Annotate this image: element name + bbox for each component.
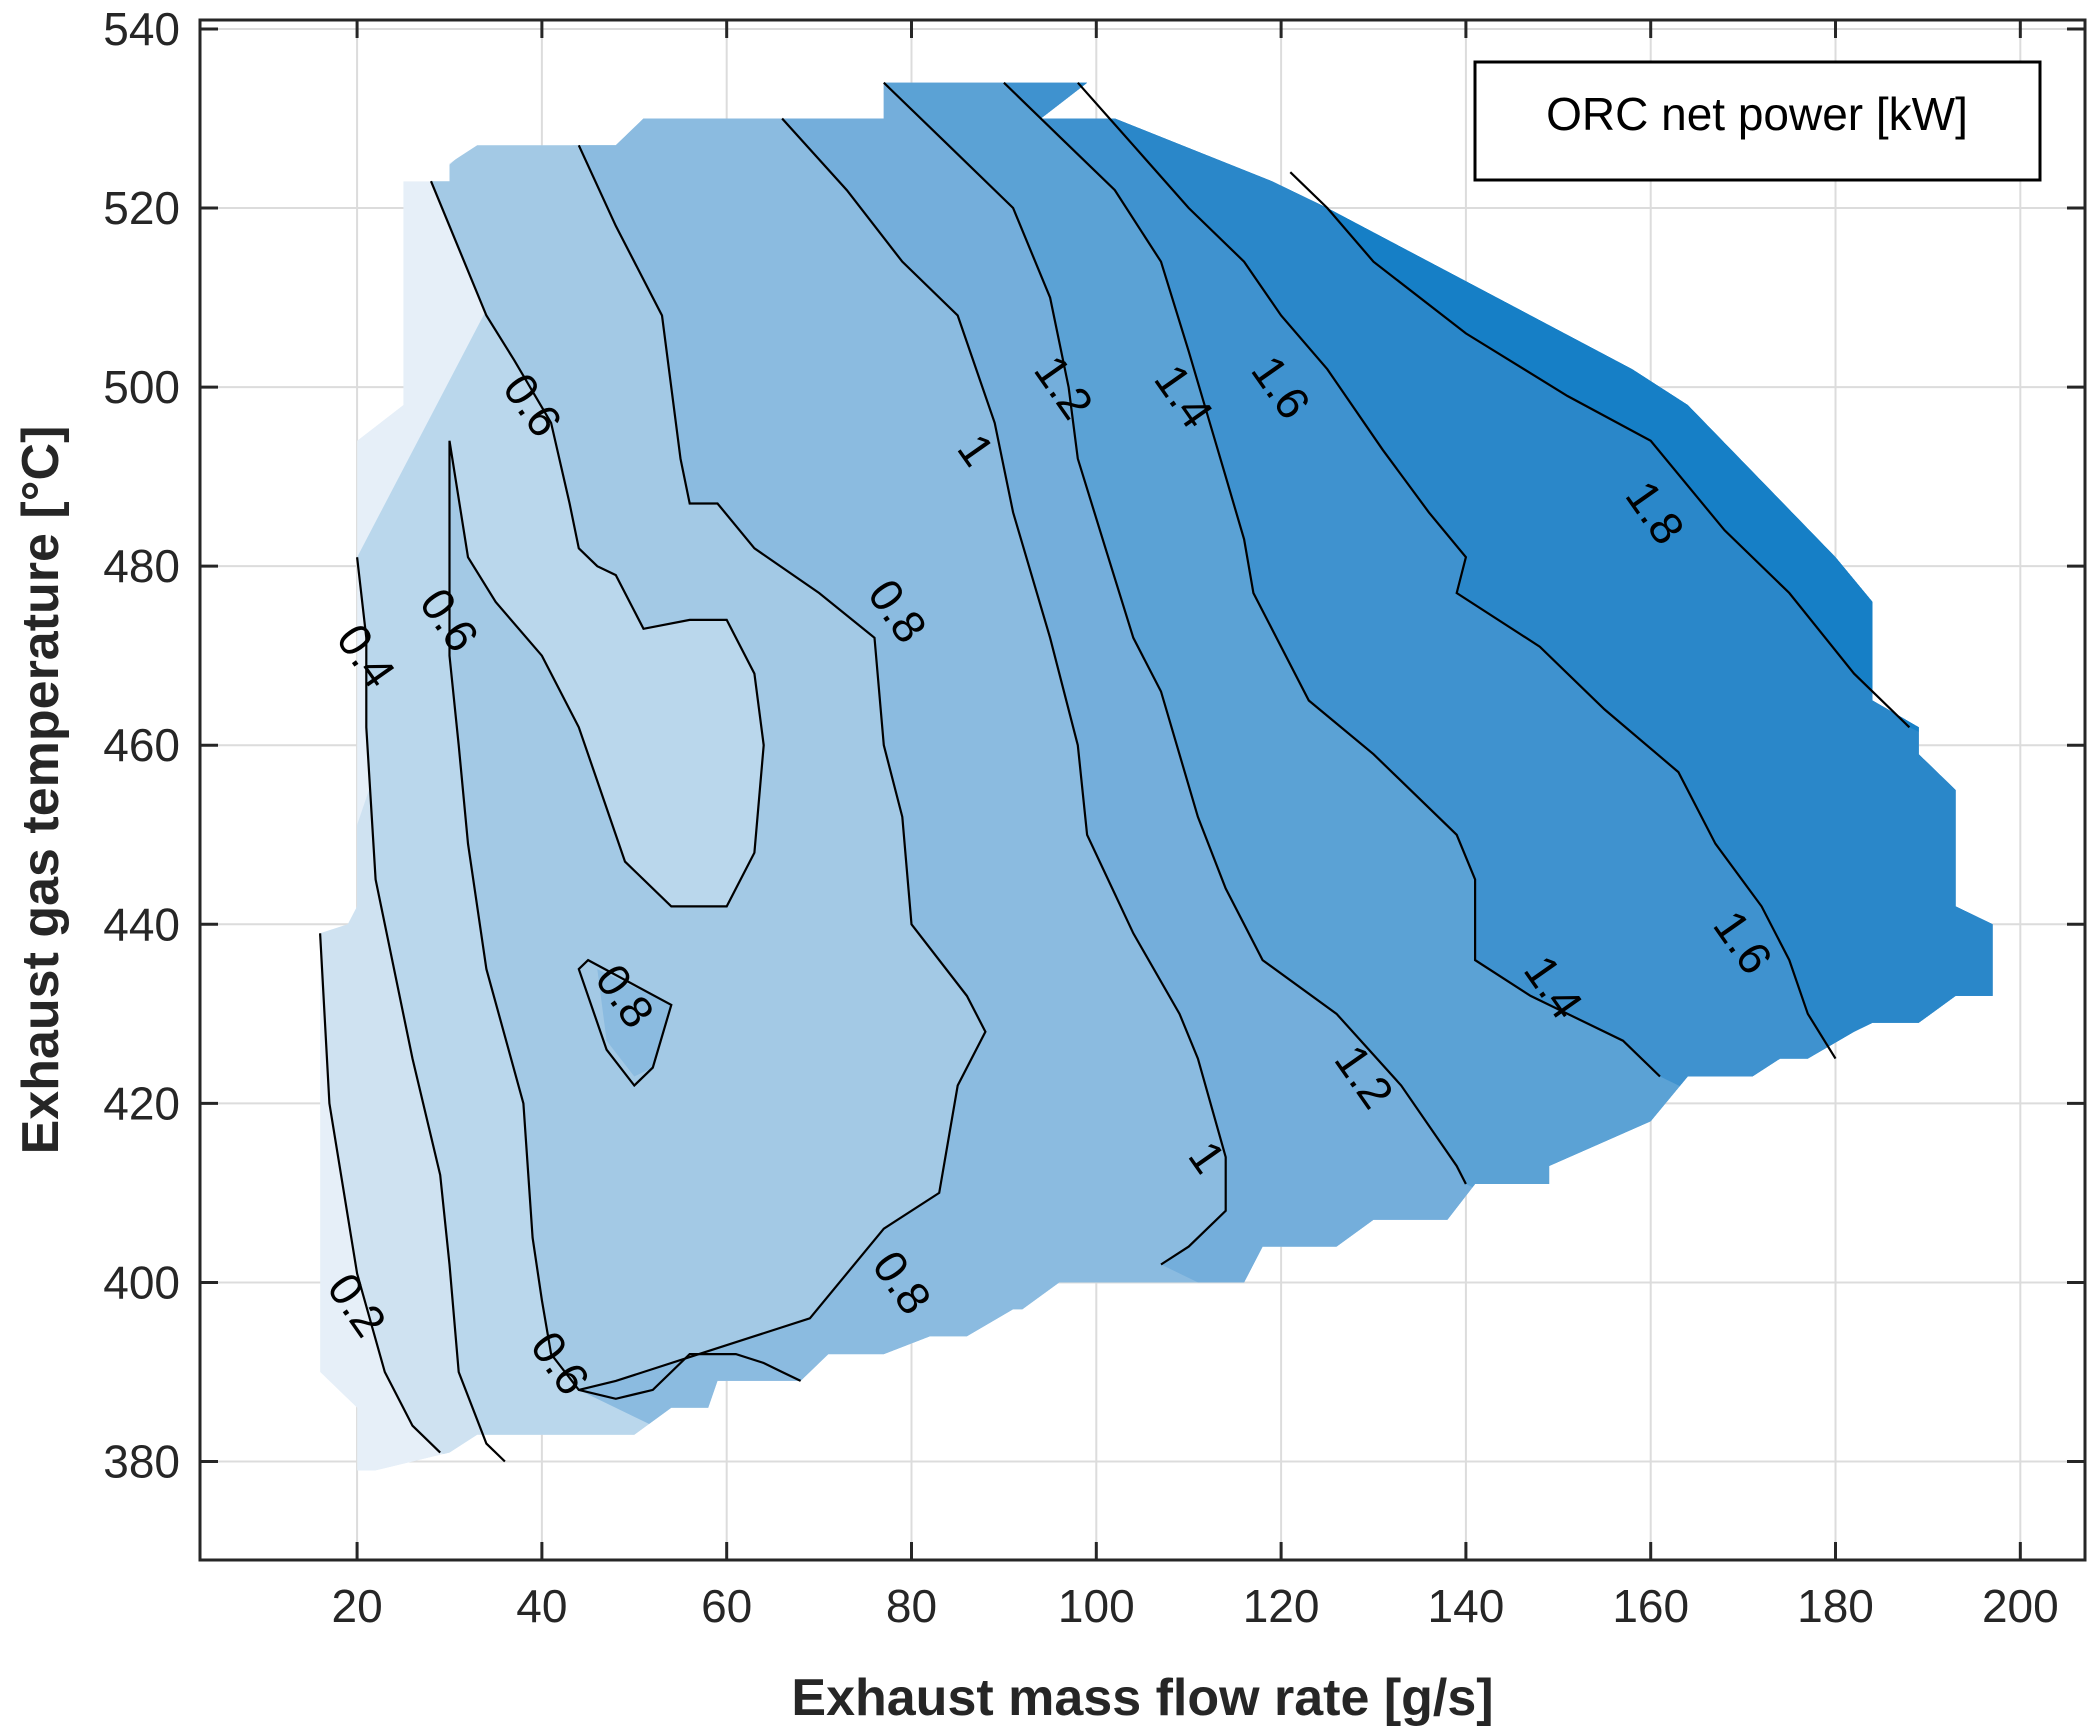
- y-tick-label: 420: [103, 1077, 180, 1129]
- region-island-0.8-inner: [597, 969, 672, 1077]
- x-tick-label: 60: [701, 1580, 752, 1632]
- contour-line-1.6: [1076, 81, 1837, 1060]
- ticks: 20 40 60 80 100 120 140 160 180 200 380 400 420 440 46…: [103, 3, 2085, 1632]
- y-tick-label: 440: [103, 898, 180, 950]
- contour-line-0.8: [577, 144, 987, 1391]
- x-tick-label: 120: [1243, 1580, 1320, 1632]
- filled-contour-regions: [320, 82, 1993, 1471]
- x-tick-label: 140: [1428, 1580, 1505, 1632]
- x-tick-label: 20: [331, 1580, 382, 1632]
- contour-line-0.6: [429, 180, 802, 1400]
- y-tick-label: 520: [103, 182, 180, 234]
- contour-line-1: [781, 117, 1227, 1266]
- y-tick-label: 380: [103, 1436, 180, 1488]
- x-tick-label: 180: [1797, 1580, 1874, 1632]
- x-tick-label: 40: [516, 1580, 567, 1632]
- y-axis-label: Exhaust gas temperature [°C]: [12, 426, 70, 1155]
- x-tick-label: 160: [1612, 1580, 1689, 1632]
- axes-box: [198, 18, 2087, 1562]
- y-tick-label: 480: [103, 540, 180, 592]
- contour-line-0.2: [319, 933, 441, 1454]
- contour-line-island-0.8: [577, 958, 673, 1088]
- contour-line-0.4: [356, 557, 506, 1463]
- x-tick-label: 200: [1982, 1580, 2059, 1632]
- contour-line-1.4: [1003, 81, 1661, 1078]
- contour-line-1.8: [1289, 171, 1911, 729]
- axes: [198, 18, 2087, 1562]
- y-tick-label: 500: [103, 361, 180, 413]
- y-tick-label: 460: [103, 719, 180, 771]
- legend-label: ORC net power [kW]: [1546, 88, 1968, 140]
- contour-line-1.2: [883, 81, 1467, 1185]
- contour-lines: [319, 81, 1911, 1463]
- x-tick-label: 80: [886, 1580, 937, 1632]
- x-axis-label: Exhaust mass flow rate [g/s]: [791, 1669, 1493, 1727]
- y-tick-label: 540: [103, 3, 180, 55]
- y-tick-label: 400: [103, 1256, 180, 1308]
- legend: ORC net power [kW]: [1473, 60, 2042, 182]
- legend-box: [1473, 60, 2042, 182]
- x-tick-label: 100: [1058, 1580, 1135, 1632]
